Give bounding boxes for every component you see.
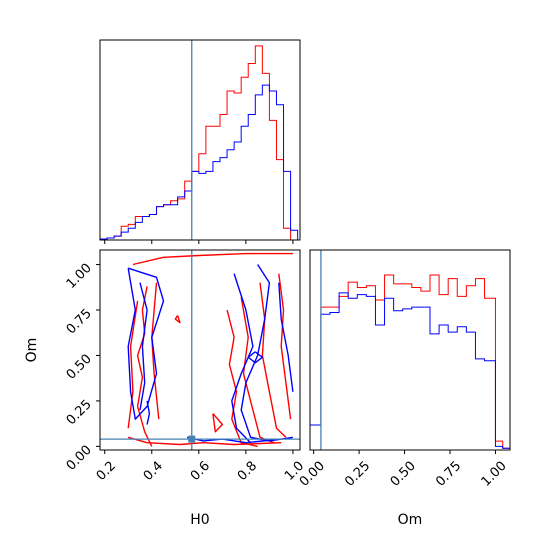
x-tick-label-h0-2: 0.6 bbox=[188, 459, 213, 484]
contour-0-3 bbox=[151, 282, 160, 420]
contour-0-8 bbox=[278, 273, 292, 420]
contour-0-7 bbox=[259, 282, 287, 438]
x-tick-label-om-3: 0.75 bbox=[433, 459, 464, 490]
x-tick-label-om-4: 1.00 bbox=[479, 459, 510, 490]
contour-0-6 bbox=[240, 297, 275, 444]
contour-0-0 bbox=[132, 252, 293, 266]
hist-h0-series-0 bbox=[99, 45, 298, 241]
contour-0-2 bbox=[127, 300, 139, 429]
panel-frame-top bbox=[99, 39, 301, 241]
y-tick-label-om-3: 0.75 bbox=[64, 306, 95, 337]
contour-0-9 bbox=[212, 413, 224, 433]
contour-group bbox=[127, 252, 294, 448]
panel-hist-h0 bbox=[99, 39, 301, 244]
y-tick-label-om-2: 0.50 bbox=[64, 352, 95, 383]
y-tick-label-om-0: 0.00 bbox=[64, 443, 95, 474]
panel-hist-om: 0.00 0.25 0.50 0.75 1.00 Om bbox=[297, 249, 511, 528]
contour-1-7 bbox=[186, 436, 282, 444]
contour-1-1 bbox=[139, 282, 148, 411]
panel-frame-2d bbox=[99, 249, 301, 451]
x-tick-label-om-1: 0.25 bbox=[342, 459, 373, 490]
contour-1-2 bbox=[146, 400, 151, 425]
x-axis-label-om: Om bbox=[398, 512, 423, 528]
hist-om-series-1 bbox=[309, 292, 511, 450]
contour-1-3 bbox=[240, 264, 294, 442]
x-tick-label-h0-1: 0.4 bbox=[141, 459, 166, 484]
x-tick-label-om-2: 0.50 bbox=[388, 459, 419, 490]
hist-om-series-0 bbox=[309, 274, 511, 450]
truth-marker bbox=[188, 435, 196, 443]
y-tick-label-om-1: 0.25 bbox=[64, 397, 95, 428]
x-tick-label-h0-3: 0.8 bbox=[235, 459, 260, 484]
x-axis-label-h0: H0 bbox=[190, 512, 209, 528]
y-tick-label-om-4: 1.00 bbox=[64, 261, 95, 292]
y-axis-label-om: Om bbox=[24, 338, 40, 363]
hist-h0-series-1 bbox=[99, 84, 299, 240]
x-tick-label-om-0: 0.00 bbox=[297, 459, 328, 490]
contour-1-0 bbox=[127, 267, 165, 420]
contour-1-6 bbox=[247, 351, 264, 364]
contour-1-4 bbox=[231, 273, 254, 444]
contour-0-4 bbox=[174, 315, 181, 324]
contour-1-5 bbox=[278, 282, 294, 392]
x-tick-label-h0-0: 0.2 bbox=[94, 459, 119, 484]
contour-0-1 bbox=[136, 286, 153, 447]
contour-0-5 bbox=[226, 309, 258, 448]
panel-frame-right bbox=[309, 249, 511, 451]
